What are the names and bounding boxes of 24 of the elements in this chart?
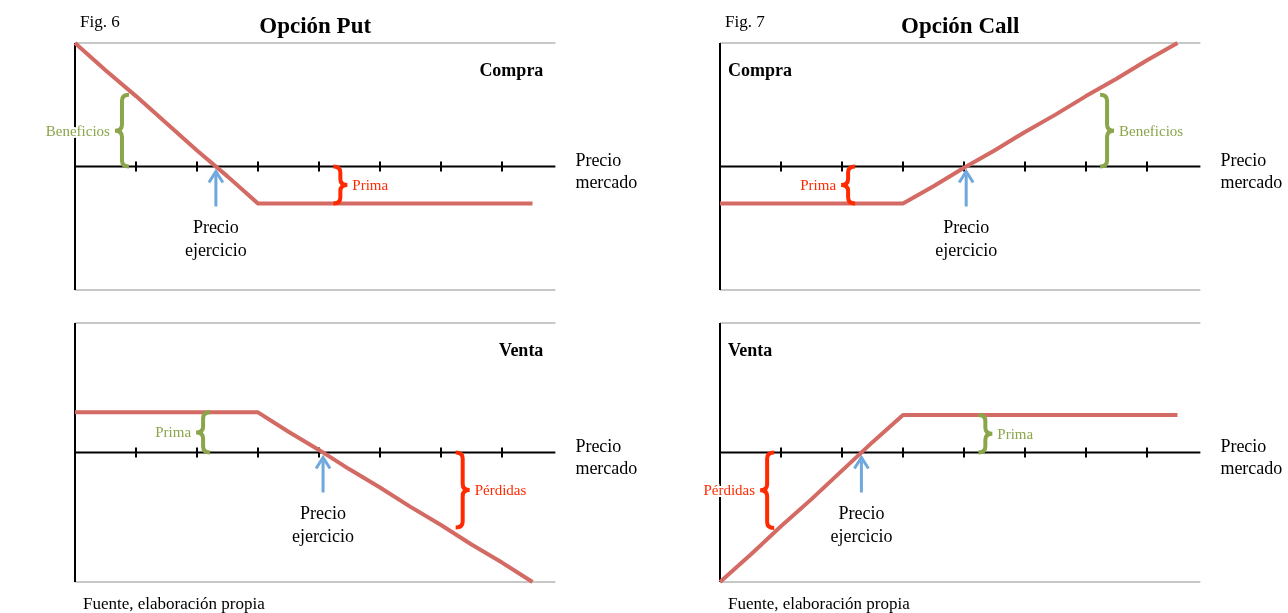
x-axis-title: Precio mercado xyxy=(1220,149,1283,192)
x-axis-title: Precio mercado xyxy=(575,149,638,192)
chart-subtitle: Venta xyxy=(499,340,544,360)
source-note: Fuente, elaboración propia xyxy=(83,594,266,613)
annotation: Prima xyxy=(352,177,389,194)
chart-title: Opción Call xyxy=(901,13,1020,38)
x-axis-title: Precio mercado xyxy=(1220,435,1283,478)
caption: Fig. 7 xyxy=(725,12,766,31)
annotation: Beneficios xyxy=(1119,122,1184,139)
text: Compra xyxy=(479,60,544,80)
chart-title: Opción Put xyxy=(259,13,372,38)
annotation: Prima xyxy=(155,424,192,441)
source-note: Fuente, elaboración propia xyxy=(728,594,911,613)
annotation: Prima xyxy=(800,177,837,194)
annotation: Precio ejercicio xyxy=(184,216,247,260)
annotation: Precio ejercicio xyxy=(292,502,355,546)
text: Compra xyxy=(728,60,792,80)
caption: Fig. 6 xyxy=(80,12,120,31)
annotation: Precio ejercicio xyxy=(830,502,893,546)
annotation: Precio ejercicio xyxy=(935,216,998,260)
chart-subtitle: Venta xyxy=(728,340,773,360)
x-axis-title: Precio mercado xyxy=(575,435,638,478)
annotation: Prima xyxy=(997,425,1034,442)
annotation: Pérdidas xyxy=(474,482,527,499)
